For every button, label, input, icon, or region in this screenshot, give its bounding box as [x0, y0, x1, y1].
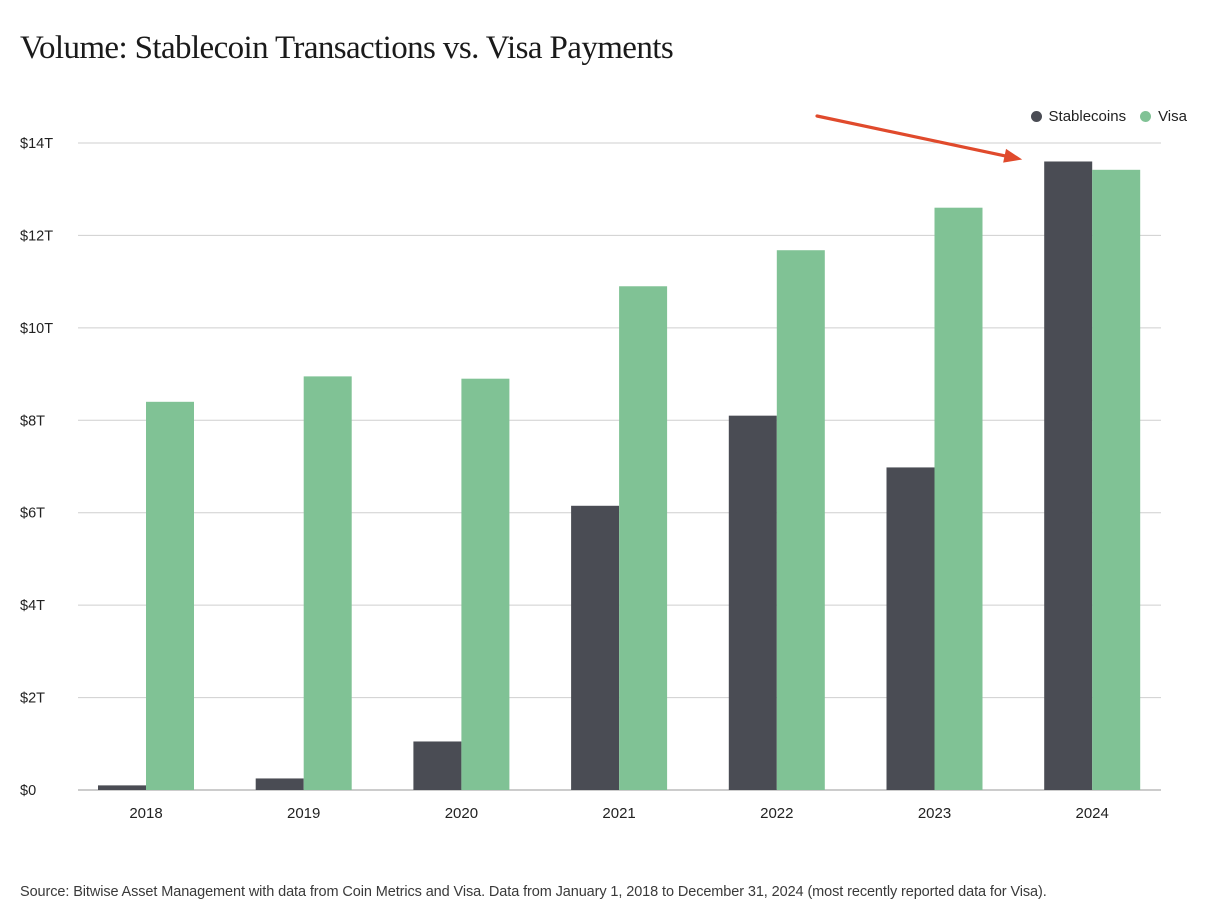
y-tick-label: $4T [20, 598, 45, 614]
bar-visa-2021 [619, 286, 668, 790]
legend-item-stablecoins: Stablecoins [1030, 108, 1127, 125]
bar-visa-2020 [461, 378, 510, 790]
bar-visa-2019 [303, 376, 352, 790]
x-tick-label: 2019 [287, 805, 320, 822]
bar-stablecoins-2018 [98, 785, 146, 790]
source-note: Source: Bitwise Asset Management with da… [20, 884, 1047, 900]
bar-stablecoins-2023 [886, 467, 935, 790]
bar-stablecoins-2022 [728, 415, 777, 790]
y-tick-label: $2T [20, 691, 45, 707]
bar-visa-2023 [934, 207, 983, 790]
x-tick-label: 2023 [918, 805, 951, 822]
bar-visa-2022 [776, 250, 825, 790]
x-tick-label: 2018 [129, 805, 162, 822]
annotation-arrow-line [815, 114, 1007, 158]
x-tick-label: 2024 [1076, 805, 1109, 822]
x-tick-label: 2021 [602, 805, 635, 822]
legend-label-stablecoins: Stablecoins [1048, 108, 1127, 125]
x-tick-label: 2022 [760, 805, 793, 822]
bar-visa-2024 [1092, 169, 1141, 790]
legend-swatch-stablecoins [1030, 111, 1042, 122]
bar-stablecoins-2020 [413, 741, 462, 790]
legend-swatch-visa [1140, 111, 1152, 122]
legend-item-visa: Visa [1140, 108, 1187, 125]
legend: Stablecoins Visa [1017, 108, 1187, 125]
chart-title: Volume: Stablecoin Transactions vs. Visa… [20, 30, 674, 66]
bar-stablecoins-2021 [571, 505, 620, 790]
y-tick-label: $14T [20, 136, 53, 152]
y-tick-label: $10T [20, 321, 53, 337]
y-tick-label: $6T [20, 506, 45, 522]
y-tick-label: $12T [20, 228, 53, 244]
x-tick-label: 2020 [445, 805, 478, 822]
bar-stablecoins-2019 [255, 778, 304, 790]
y-tick-label: $8T [20, 413, 45, 429]
annotation-arrow-head [1003, 148, 1023, 163]
bar-stablecoins-2024 [1044, 161, 1093, 790]
legend-label-visa: Visa [1158, 108, 1187, 125]
bar-visa-2018 [146, 401, 194, 790]
y-tick-label: $0 [20, 783, 36, 799]
